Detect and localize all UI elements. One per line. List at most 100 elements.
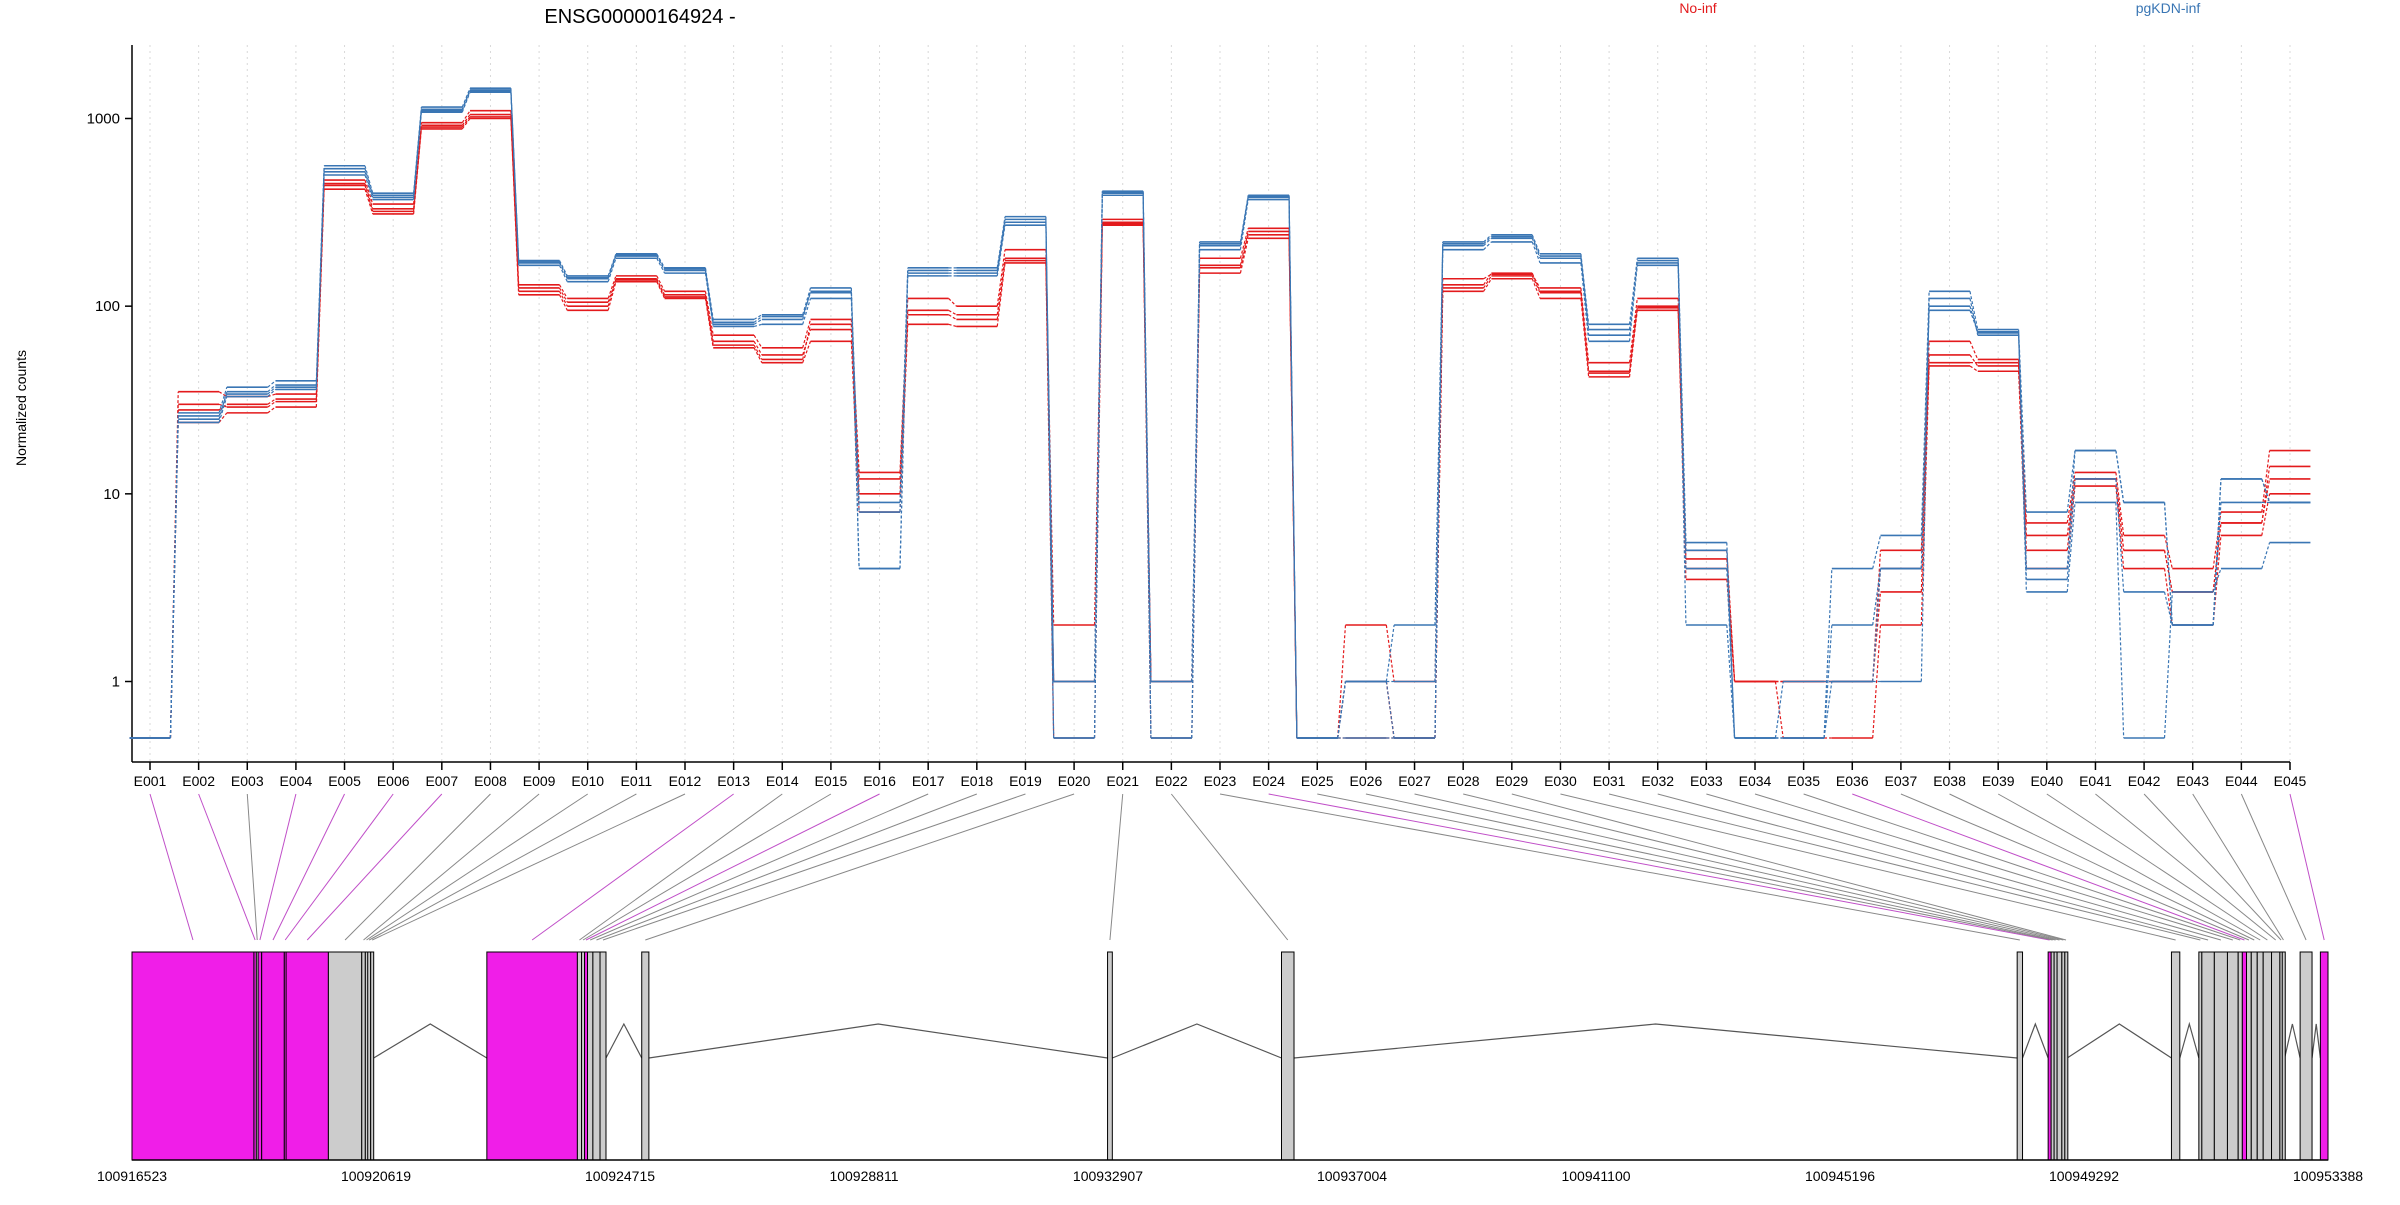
exon-connector-line <box>1365 793 2056 941</box>
series-connector <box>656 255 666 271</box>
series-connector <box>1920 310 1930 569</box>
series-connector <box>1969 310 1979 333</box>
series-connector <box>558 260 568 277</box>
exon-box <box>2271 951 2281 1161</box>
exon-connector-line <box>259 793 297 941</box>
series-connector <box>1872 535 1882 569</box>
genomic-tick-label: 100945196 <box>1805 1168 1875 1184</box>
series-connector <box>1337 681 1347 739</box>
series-connector <box>1191 243 1201 682</box>
gene-model: 100916523 100920619 100924715 100928811 1009… <box>97 951 2363 1184</box>
series-connector <box>267 380 276 388</box>
series-connector <box>1385 681 1395 739</box>
series-connector <box>1239 238 1249 274</box>
series-connector <box>1920 291 1930 536</box>
series-connector <box>558 291 568 307</box>
series-connector <box>607 258 617 282</box>
series-connector <box>802 298 812 325</box>
exon-box <box>1280 951 1295 1161</box>
intron-line <box>2179 1021 2200 1059</box>
exon-connector-line <box>284 793 394 941</box>
legend-entry-no-inf: No-inf <box>1679 0 1716 16</box>
series-connector <box>1531 273 1541 289</box>
series-connector <box>996 216 1006 268</box>
series-connector <box>267 406 276 414</box>
series-connector <box>558 294 568 311</box>
intron-line <box>2311 1023 2321 1059</box>
x-tick-label: E015 <box>815 773 848 789</box>
x-tick-label: E011 <box>621 773 653 789</box>
series-connector <box>364 189 374 215</box>
series-connector <box>558 261 568 278</box>
genomic-tick-label: 100949292 <box>2049 1168 2119 1184</box>
genomic-tick-label: 100928811 <box>829 1168 898 1184</box>
intron-line <box>2066 1023 2172 1059</box>
series-connector <box>364 174 374 200</box>
series-connector <box>1920 298 1930 682</box>
series-connector <box>218 403 228 411</box>
series-connector <box>948 323 957 327</box>
exon-connector-line <box>1949 793 2255 941</box>
y-tick-label: 1000 <box>87 110 120 127</box>
exon-box <box>2299 951 2313 1161</box>
x-tick-label: E027 <box>1398 773 1431 789</box>
series-connector <box>607 253 617 277</box>
series-connector <box>1239 234 1249 268</box>
series-connector <box>267 388 276 397</box>
series-connector <box>2163 591 2173 626</box>
series-connector <box>656 281 666 299</box>
exon-box <box>2319 951 2329 1161</box>
series-connector <box>510 89 520 262</box>
series-connector <box>1531 236 1541 257</box>
x-tick-label: E038 <box>1933 773 1966 789</box>
series-connector <box>899 270 909 513</box>
exon-connector-line <box>368 793 637 941</box>
series-connector <box>753 316 763 323</box>
x-tick-label: E041 <box>2079 773 2112 789</box>
series-connector <box>1823 681 1833 739</box>
exon-box <box>2056 951 2063 1161</box>
exon-connector-line <box>306 793 443 941</box>
exon-connector-line <box>579 793 783 941</box>
series-connector <box>802 287 812 315</box>
x-tick-label: E030 <box>1544 773 1577 789</box>
exon-box <box>599 951 607 1161</box>
series-connector <box>753 314 763 320</box>
series-connector <box>753 347 763 363</box>
exon-box <box>2016 951 2024 1161</box>
series-connector <box>1239 195 1249 243</box>
exon-box <box>131 951 255 1161</box>
x-tick-label: E025 <box>1301 773 1334 789</box>
exon-box <box>361 951 366 1161</box>
series-connector <box>2066 450 2076 513</box>
series-connector <box>315 168 325 388</box>
y-tick-label: 1 <box>112 674 120 691</box>
series-connector <box>1483 237 1492 247</box>
x-tick-label: E017 <box>912 773 945 789</box>
series-connector <box>1239 231 1249 266</box>
genomic-tick-label: 100937004 <box>1317 1168 1387 1184</box>
y-tick-label: 10 <box>103 486 120 503</box>
series-connector <box>850 324 860 494</box>
series-connector <box>1969 365 1979 372</box>
genomic-tick-label: 100941100 <box>1561 1168 1630 1184</box>
series-connector <box>1872 568 1882 682</box>
series-connector <box>364 171 374 198</box>
series-connector <box>607 279 617 303</box>
x-tick-label: E003 <box>231 773 264 789</box>
x-tick-label: E020 <box>1058 773 1091 789</box>
series-connector <box>704 291 714 336</box>
series-connector <box>1531 238 1541 259</box>
series-connector <box>1628 260 1638 330</box>
series-connector <box>656 275 666 292</box>
series-connector <box>1531 272 1541 292</box>
x-tick-label: E019 <box>1009 773 1042 789</box>
exon-connector-line <box>149 793 194 941</box>
series-connector <box>1969 291 1979 330</box>
exon-box <box>592 951 601 1161</box>
x-tick-label: E016 <box>863 773 896 789</box>
series-connector <box>510 116 520 289</box>
series-connector <box>558 265 568 282</box>
exon-connector-line <box>363 793 540 941</box>
